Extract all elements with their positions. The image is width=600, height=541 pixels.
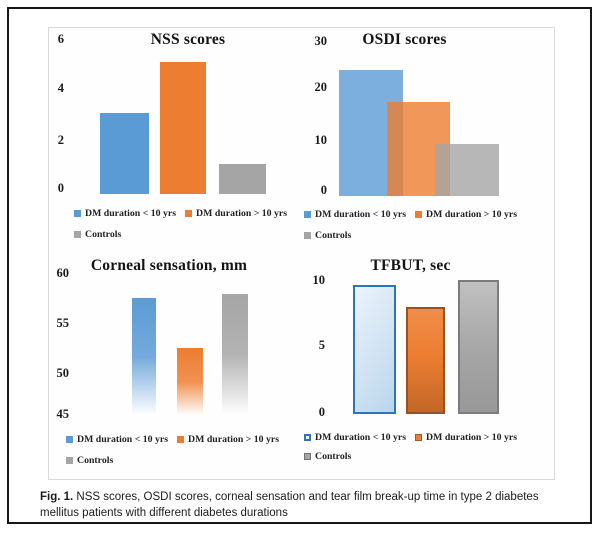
legend-item: DM duration > 10 yrs [177, 432, 279, 446]
bar [132, 298, 156, 415]
bar [353, 285, 396, 414]
chart-title: NSS scores [150, 31, 226, 48]
legend-item: DM duration < 10 yrs [66, 432, 168, 446]
y-tick-label: 5 [318, 338, 325, 352]
legend-item: DM duration > 10 yrs [415, 430, 517, 444]
bar [458, 280, 499, 414]
caption-text: NSS scores, OSDI scores, corneal sensati… [40, 491, 539, 519]
bar [177, 348, 203, 415]
caption-label: Fig. 1. [40, 491, 74, 503]
legend-row: Controls [304, 228, 360, 242]
y-tick-label: 0 [57, 181, 64, 195]
legend-label: Controls [315, 230, 352, 241]
legend-label: DM duration < 10 yrs [315, 432, 407, 443]
legend-swatch-icon [415, 434, 423, 441]
y-tick-label: 50 [56, 366, 70, 380]
y-tick-label: 10 [312, 273, 326, 287]
legend-item: Controls [66, 453, 113, 467]
legend-item: Controls [74, 227, 121, 241]
legend-row: Controls [304, 449, 360, 463]
charts-panel: NSS scores 6 4 2 0 DM duration < 10 yrs DM du… [48, 27, 555, 480]
chart-title: TFBUT, sec [370, 257, 451, 274]
legend-item: DM duration < 10 yrs [304, 430, 406, 444]
legend-item: DM duration > 10 yrs [185, 206, 287, 220]
legend-label: DM duration < 10 yrs [315, 209, 407, 220]
legend-item: DM duration > 10 yrs [415, 207, 517, 221]
legend-label: Controls [85, 229, 122, 240]
legend-swatch-icon [304, 211, 311, 218]
y-tick-label: 20 [314, 80, 328, 94]
y-tick-label: 0 [318, 405, 325, 419]
legend-row: DM duration < 10 yrs DM duration > 10 yrs [304, 207, 526, 221]
legend-label: DM duration > 10 yrs [188, 434, 280, 445]
legend-row: Controls [74, 227, 130, 241]
legend-label: DM duration > 10 yrs [196, 208, 288, 219]
legend-swatch-icon [66, 457, 73, 464]
legend-swatch-icon [74, 210, 81, 217]
y-tick-label: 45 [56, 407, 70, 421]
bar [219, 164, 266, 194]
bar [160, 62, 206, 194]
figure-caption: Fig. 1. NSS scores, OSDI scores, corneal… [40, 490, 566, 522]
legend-item: DM duration < 10 yrs [74, 206, 176, 220]
legend-swatch-icon [304, 232, 311, 239]
legend-label: DM duration > 10 yrs [426, 432, 518, 443]
chart-corneal-sensation: Corneal sensation, mm 60 55 50 45 DM duratio… [49, 253, 301, 479]
figure-frame: NSS scores 6 4 2 0 DM duration < 10 yrs DM du… [7, 7, 592, 524]
bar [222, 294, 248, 415]
y-tick-label: 30 [314, 34, 328, 48]
legend-row: Controls [66, 453, 122, 467]
legend-swatch-icon [304, 434, 311, 441]
chart-osdi-scores: OSDI scores 30 20 10 0 DM duration < 10 yrs D… [301, 28, 554, 253]
bar [406, 307, 445, 414]
legend-swatch-icon [66, 436, 73, 443]
legend-row: DM duration < 10 yrs DM duration > 10 yrs [66, 432, 288, 446]
chart-title: OSDI scores [362, 31, 447, 48]
legend-label: Controls [315, 451, 352, 462]
legend-swatch-icon [177, 436, 185, 443]
y-tick-label: 0 [320, 183, 327, 197]
bar [435, 144, 499, 196]
legend-item: Controls [304, 228, 351, 242]
legend-swatch-icon [415, 211, 423, 218]
chart-tfbut: TFBUT, sec 10 5 0 DM duration < 10 yrs DM du… [301, 253, 554, 479]
legend-label: DM duration < 10 yrs [85, 208, 177, 219]
chart-title: Corneal sensation, mm [90, 257, 248, 274]
y-tick-label: 4 [57, 81, 64, 95]
legend-label: Controls [77, 455, 114, 466]
y-tick-label: 2 [57, 133, 64, 147]
chart-nss-scores: NSS scores 6 4 2 0 DM duration < 10 yrs DM du… [49, 28, 301, 253]
legend-row: DM duration < 10 yrs DM duration > 10 yrs [74, 206, 296, 220]
y-tick-label: 10 [314, 133, 328, 147]
y-tick-label: 6 [57, 32, 64, 46]
legend-swatch-icon [74, 231, 81, 238]
bar [100, 113, 149, 194]
y-tick-label: 55 [56, 316, 70, 330]
legend-row: DM duration < 10 yrs DM duration > 10 yrs [304, 430, 526, 444]
legend-swatch-icon [185, 210, 193, 217]
legend-swatch-icon [304, 453, 311, 460]
legend-label: DM duration > 10 yrs [426, 209, 518, 220]
y-tick-label: 60 [56, 266, 70, 280]
legend-item: DM duration < 10 yrs [304, 207, 406, 221]
legend-label: DM duration < 10 yrs [77, 434, 169, 445]
legend-item: Controls [304, 449, 351, 463]
